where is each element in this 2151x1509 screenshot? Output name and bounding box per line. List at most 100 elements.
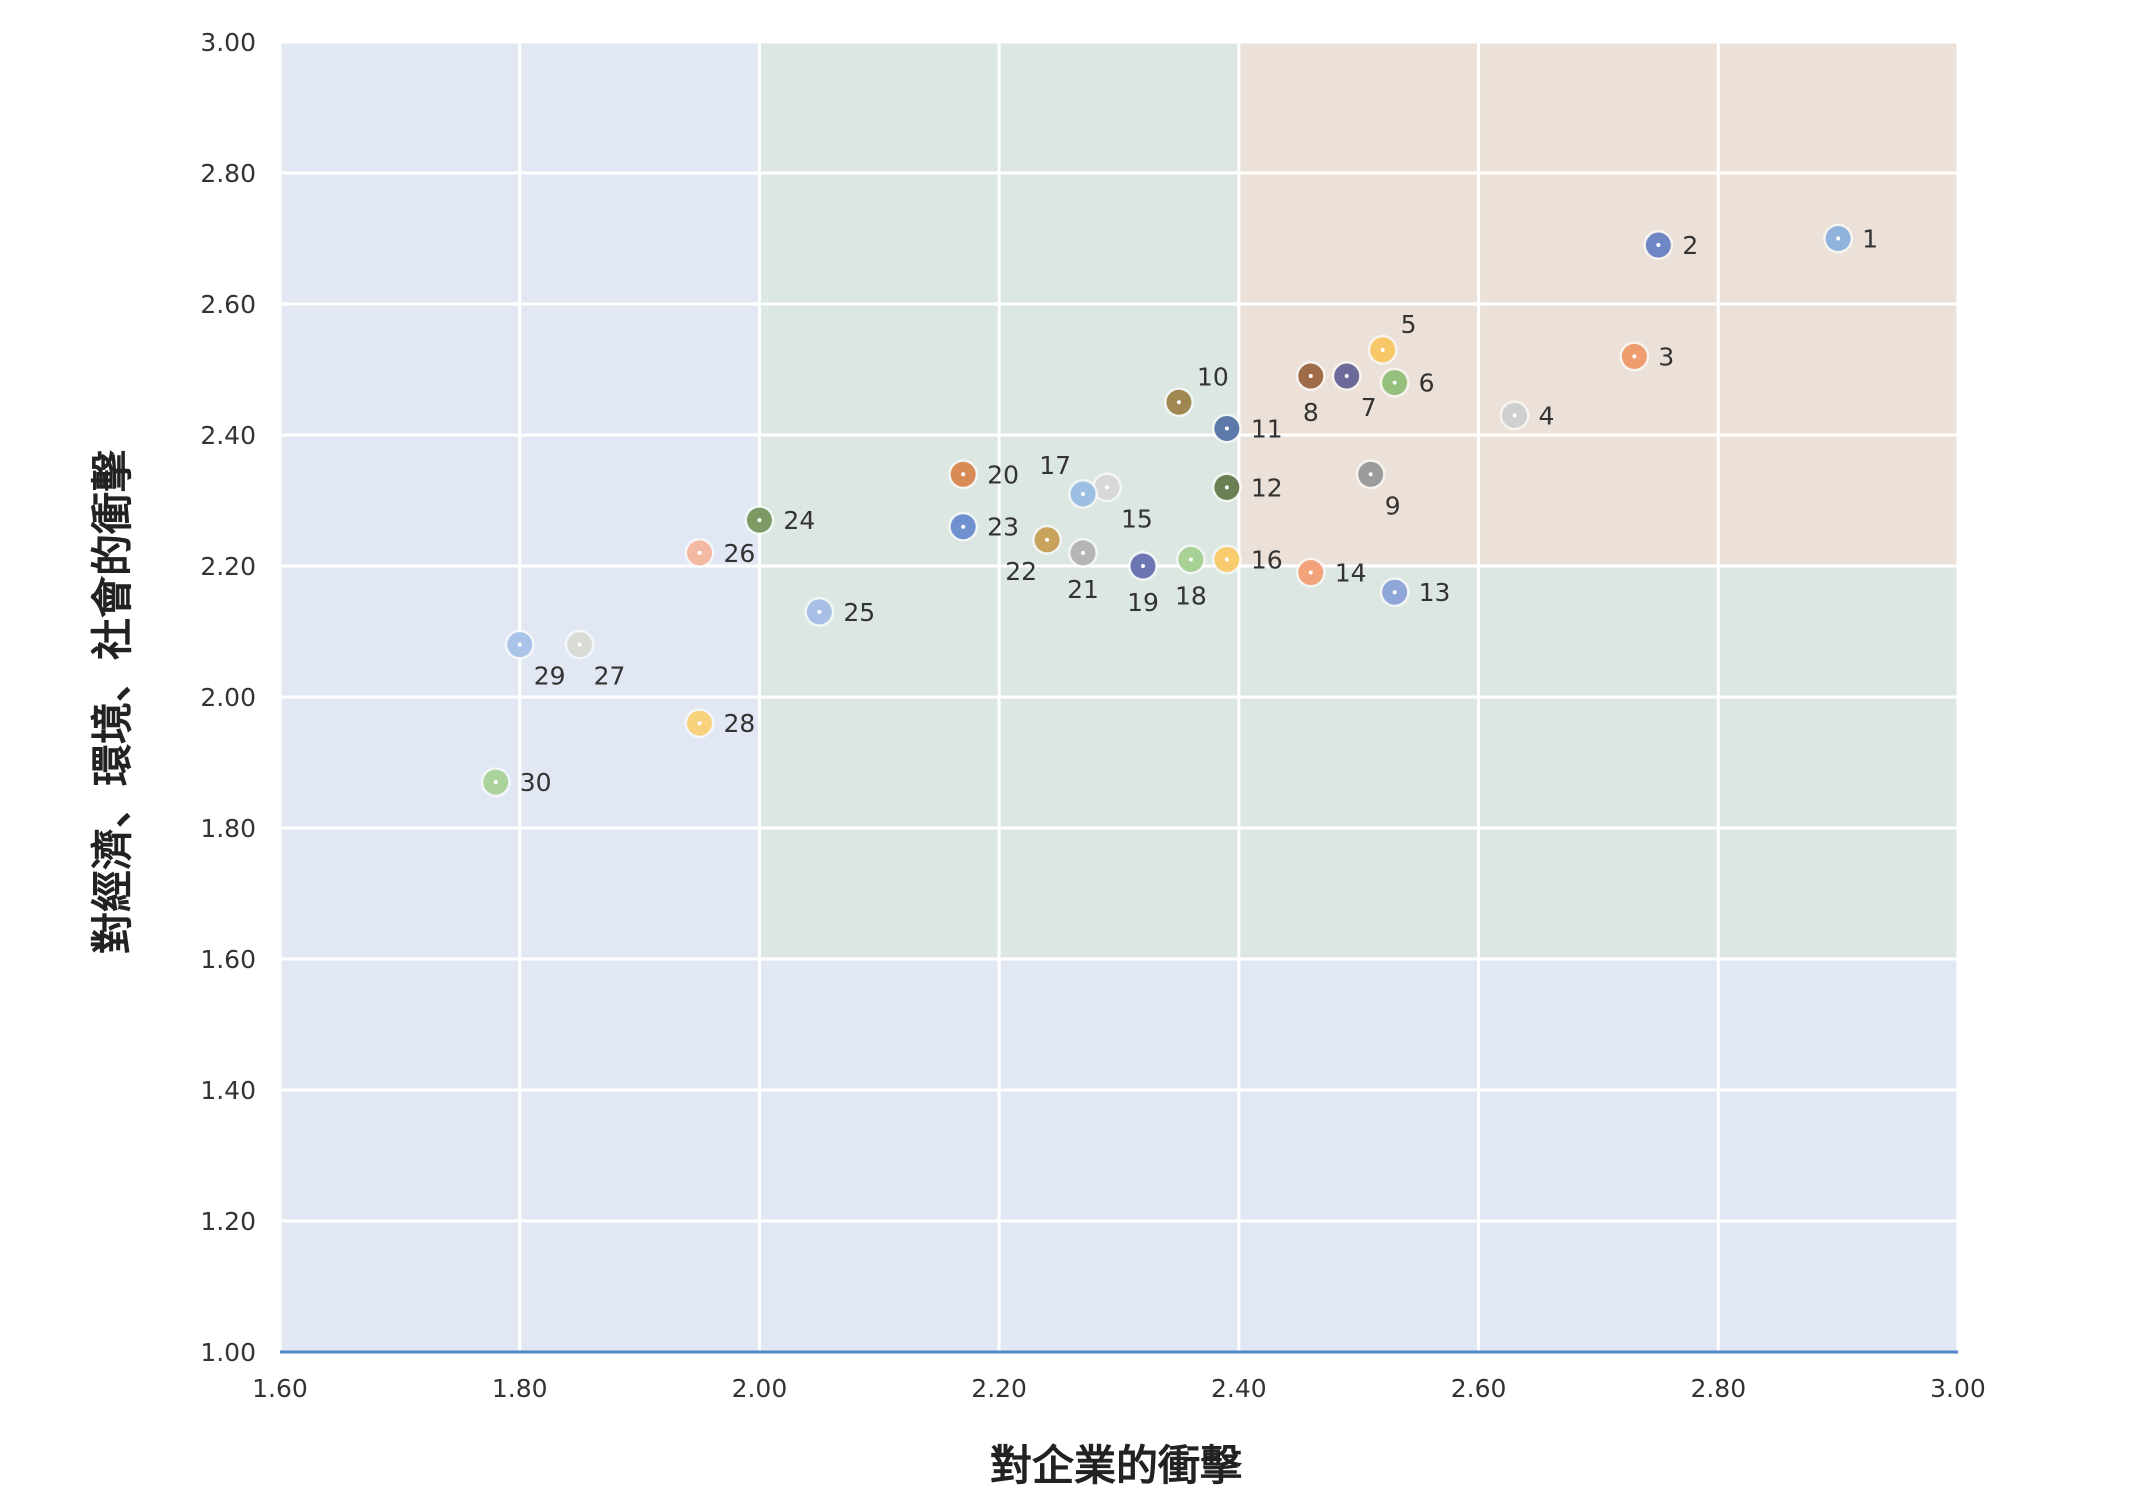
point-label-16: 16 — [1251, 545, 1283, 574]
data-point-24 — [744, 505, 775, 536]
data-point-12 — [1211, 472, 1242, 503]
data-point-17 — [1068, 478, 1099, 509]
data-point-8 — [1295, 361, 1326, 392]
point-label-17: 17 — [1039, 451, 1071, 480]
data-point-22 — [1032, 524, 1063, 555]
points-layer — [480, 223, 1854, 798]
y-tick-label: 1.20 — [200, 1207, 256, 1236]
point-center — [1224, 557, 1229, 562]
data-point-25 — [804, 596, 835, 627]
data-point-29 — [504, 629, 535, 660]
y-tick-label: 2.00 — [200, 683, 256, 712]
point-center — [1176, 400, 1181, 405]
data-point-28 — [684, 708, 715, 739]
point-center — [1392, 590, 1397, 595]
data-point-26 — [684, 537, 715, 568]
data-point-2 — [1643, 230, 1674, 261]
point-label-3: 3 — [1658, 342, 1674, 371]
y-tick-label: 1.60 — [200, 945, 256, 974]
point-center — [517, 642, 522, 647]
x-tick-label: 2.20 — [971, 1374, 1027, 1403]
y-axis-title: 對經濟、環境、社會的衝擊 — [88, 449, 137, 954]
point-center — [577, 642, 582, 647]
point-center — [1081, 550, 1086, 555]
point-label-30: 30 — [520, 768, 552, 797]
point-label-1: 1 — [1862, 225, 1878, 254]
point-center — [493, 780, 498, 785]
data-point-27 — [564, 629, 595, 660]
point-center — [1045, 537, 1050, 542]
x-tick-label: 1.80 — [492, 1374, 548, 1403]
y-tick-label: 2.40 — [200, 421, 256, 450]
point-label-4: 4 — [1539, 401, 1555, 430]
data-point-5 — [1367, 334, 1398, 365]
x-tick-label: 3.00 — [1930, 1374, 1986, 1403]
point-center — [1308, 570, 1313, 575]
ticks-layer: 1.60 1.80 2.00 2.20 2.40 2.60 2.80 3.00 1.00 1.20… — [200, 28, 1986, 1403]
point-center — [697, 550, 702, 555]
point-center — [1656, 243, 1661, 248]
point-label-7: 7 — [1361, 393, 1377, 422]
data-point-20 — [948, 459, 979, 490]
y-tick-label: 1.40 — [200, 1076, 256, 1105]
data-point-9 — [1355, 459, 1386, 490]
data-point-30 — [480, 767, 511, 798]
data-point-21 — [1068, 537, 1099, 568]
point-label-28: 28 — [724, 709, 756, 738]
point-center — [1380, 347, 1385, 352]
point-center — [1368, 472, 1373, 477]
point-label-10: 10 — [1197, 362, 1229, 391]
point-labels-layer: 1234567891011121314151617181920212223242… — [520, 225, 1878, 798]
point-label-20: 20 — [987, 460, 1019, 489]
point-center — [1081, 491, 1086, 496]
point-label-25: 25 — [843, 598, 875, 627]
data-point-3 — [1619, 341, 1650, 372]
x-axis-title: 對企業的衝擊 — [990, 1441, 1243, 1490]
data-point-16 — [1211, 544, 1242, 575]
y-tick-label: 2.60 — [200, 290, 256, 319]
point-label-14: 14 — [1335, 559, 1367, 588]
point-label-5: 5 — [1401, 310, 1417, 339]
x-tick-label: 2.40 — [1211, 1374, 1267, 1403]
point-center — [961, 524, 966, 529]
point-center — [1512, 413, 1517, 418]
point-center — [757, 518, 762, 523]
data-point-18 — [1175, 544, 1206, 575]
y-tick-label: 1.80 — [200, 814, 256, 843]
data-point-11 — [1211, 413, 1242, 444]
y-tick-label: 2.80 — [200, 159, 256, 188]
point-center — [1140, 564, 1145, 568]
point-center — [1224, 426, 1229, 431]
point-label-8: 8 — [1303, 398, 1319, 427]
y-tick-label: 2.20 — [200, 552, 256, 581]
data-point-14 — [1295, 557, 1326, 588]
point-label-12: 12 — [1251, 473, 1283, 502]
x-tick-label: 2.60 — [1451, 1374, 1507, 1403]
data-point-13 — [1379, 577, 1410, 608]
point-center — [1308, 374, 1313, 379]
point-center — [1392, 380, 1397, 385]
point-center — [817, 609, 822, 614]
data-point-19 — [1127, 551, 1158, 581]
y-tick-label: 1.00 — [200, 1338, 256, 1367]
data-point-1 — [1823, 223, 1854, 254]
point-label-2: 2 — [1682, 231, 1698, 260]
point-center — [1188, 557, 1193, 562]
point-center — [1105, 485, 1110, 490]
point-center — [1224, 485, 1229, 490]
x-tick-label: 2.00 — [732, 1374, 788, 1403]
point-label-29: 29 — [534, 662, 566, 691]
point-center — [961, 472, 966, 477]
data-point-6 — [1379, 367, 1410, 398]
point-label-11: 11 — [1251, 414, 1283, 443]
point-label-9: 9 — [1385, 491, 1401, 520]
y-tick-label: 3.00 — [200, 28, 256, 57]
data-point-4 — [1499, 400, 1530, 431]
x-tick-label: 1.60 — [252, 1374, 308, 1403]
data-point-23 — [948, 511, 979, 542]
point-label-24: 24 — [783, 506, 815, 535]
x-tick-label: 2.80 — [1690, 1374, 1746, 1403]
point-label-21: 21 — [1067, 575, 1099, 604]
point-center — [697, 721, 702, 726]
